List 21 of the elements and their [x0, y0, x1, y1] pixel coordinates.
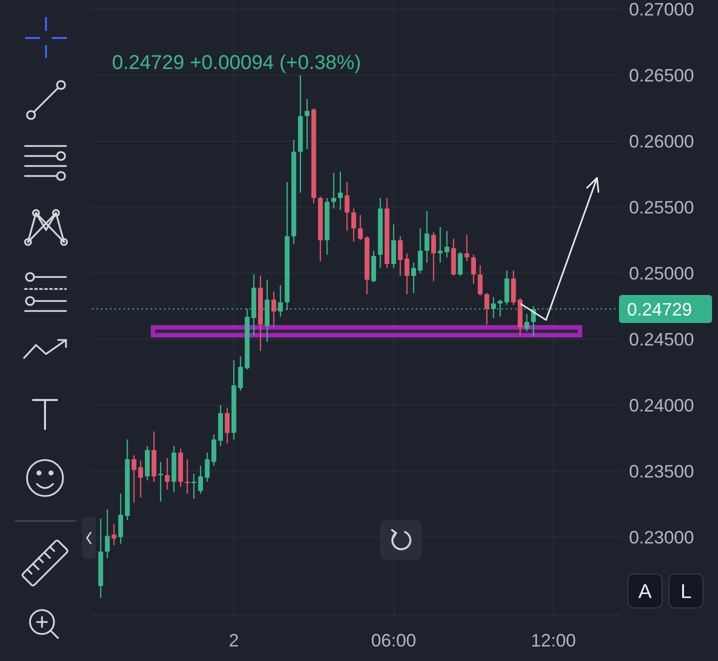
y-tick-label: 0.27000	[629, 0, 694, 20]
y-tick-label: 0.24000	[629, 395, 694, 416]
ref-line-label: 0.24729	[627, 299, 692, 320]
x-tick-label: 06:00	[371, 630, 416, 650]
text: A	[638, 581, 652, 603]
candlestick	[164, 458, 170, 490]
y-tick-label: 0.23000	[629, 527, 694, 548]
x-tick-label: 12:00	[530, 630, 576, 650]
candlestick	[271, 292, 276, 328]
y-tick-label: 0.23500	[629, 461, 694, 482]
x-tick-label: 2	[228, 630, 239, 650]
text: L	[680, 581, 692, 603]
y-tick-label: 0.24500	[629, 329, 694, 350]
y-tick-label: 0.26500	[629, 66, 694, 86]
candlestick	[331, 172, 336, 209]
candlestick	[184, 459, 190, 494]
y-tick-label: 0.25500	[629, 198, 694, 218]
candlestick	[438, 226, 443, 263]
y-tick-label: 0.25000	[629, 263, 694, 284]
text: 0.24729 +0.00094 (+0.38%)	[112, 52, 362, 74]
y-tick-label: 0.26000	[629, 132, 694, 152]
